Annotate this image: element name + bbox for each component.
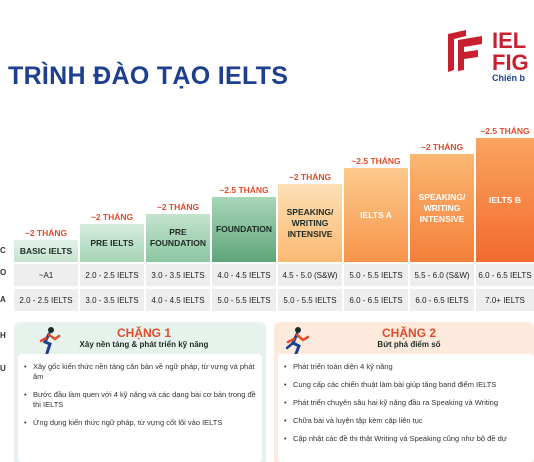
- row-label-input: O: [0, 268, 7, 277]
- stage-1-panel: CHẶNG 1 Xây nền tảng & phát triển kỹ năn…: [14, 322, 266, 462]
- level-pre-ielts: PRE IELTS: [80, 224, 144, 262]
- input-cell: 5.0 - 5.5 IELTS: [344, 264, 408, 286]
- page-title: TRÌNH ĐÀO TẠO IELTS: [8, 62, 289, 90]
- stage-2-bullet: Cập nhật các đề thi thật Writing và Spea…: [284, 434, 534, 444]
- level-duration: ~2 THÁNG: [90, 212, 134, 222]
- stage-1-title: CHẶNG 1: [116, 326, 171, 340]
- level-ielts-a: IELTS A: [344, 168, 408, 262]
- output-cell: 3.0 - 3.5 IELTS: [80, 289, 144, 311]
- level-duration: ~2 THÁNG: [156, 202, 200, 212]
- output-cell: 6.0 - 6.5 IELTS: [410, 289, 474, 311]
- brand-logo: IEL FIG Chiến b: [446, 26, 534, 92]
- input-cell: 3.0 - 3.5 IELTS: [146, 264, 210, 286]
- stage-1-bullet-box: Xây gốc kiến thức nền tảng căn bản về ng…: [18, 354, 262, 462]
- output-cell: 4.0 - 4.5 IELTS: [146, 289, 210, 311]
- row-label-output: A: [0, 295, 6, 304]
- level-basic-ielts: BASIC IELTS: [14, 240, 78, 262]
- stage-1-bullet: Bước đầu làm quen với 4 kỹ năng và các d…: [24, 390, 256, 410]
- input-cell: 4.0 - 4.5 IELTS: [212, 264, 276, 286]
- stage-2-bullet: Phát triển toàn diện 4 kỹ năng: [284, 362, 530, 372]
- ielts-fighter-logo-icon: [448, 30, 482, 72]
- runner-flag-icon: [39, 327, 61, 355]
- output-cell: 7.0+ IELTS: [476, 289, 534, 311]
- input-cell: 6.0 - 6.5 IELTS: [476, 264, 534, 286]
- output-cell: 5.0 - 5.5 IELTS: [212, 289, 276, 311]
- output-cell: 5.0 - 5.5 IELTS: [278, 289, 342, 311]
- level-speaking-writing-intensive-2: SPEAKING/ WRITING INTENSIVE: [410, 154, 474, 262]
- stage-2-bullet-box: Phát triển toàn diện 4 kỹ năng Cung cấp …: [278, 354, 534, 462]
- logo-tagline: Chiến b: [492, 73, 525, 83]
- stage-2-bullet: Chữa bài và luyện tập kèm cặp liên tục: [284, 416, 530, 426]
- level-duration: ~2 THÁNG: [288, 172, 332, 182]
- level-pre-foundation: PRE FOUNDATION: [146, 214, 210, 262]
- row-label-stage-1: H: [0, 331, 6, 340]
- stage-2-subtitle: Bứt phá điểm số: [377, 340, 441, 349]
- stage-1-bullet: Ứng dụng kiến thức ngữ pháp, từ vựng cốt…: [24, 418, 256, 428]
- running-person-icon: [285, 327, 310, 358]
- stage-2-panel: CHẶNG 2 Bứt phá điểm số Phát triển toàn …: [274, 322, 534, 462]
- stage-2-bullet: Phát triển chuyên sâu hai kỹ năng đầu ra…: [284, 398, 530, 408]
- input-cell: ~A1: [14, 264, 78, 286]
- input-cell: 4.5 - 5.0 (S&W): [278, 264, 342, 286]
- level-duration: ~2 THÁNG: [420, 142, 464, 152]
- input-cell: 2.0 - 2.5 IELTS: [80, 264, 144, 286]
- level-speaking-writing-intensive-1: SPEAKING/ WRITING INTENSIVE: [278, 184, 342, 262]
- level-duration: ~2.5 THÁNG: [351, 156, 401, 166]
- level-ielts-b: IELTS B: [476, 138, 534, 262]
- level-duration: ~2.5 THÁNG: [480, 126, 530, 136]
- stage-2-bullet: Cung cấp các chiến thuật làm bài giúp tă…: [284, 380, 530, 390]
- logo-text-line1: IEL: [492, 28, 527, 53]
- stage-1-subtitle: Xây nền tảng & phát triển kỹ năng: [79, 340, 209, 349]
- level-foundation: FOUNDATION: [212, 197, 276, 262]
- output-cell: 6.0 - 6.5 IELTS: [344, 289, 408, 311]
- logo-text-line2: FIG: [492, 50, 529, 75]
- level-duration: ~2 THÁNG: [24, 228, 68, 238]
- stage-2-title: CHẶNG 2: [381, 326, 436, 340]
- row-label-stage-2: U: [0, 364, 6, 373]
- output-cell: 2.0 - 2.5 IELTS: [14, 289, 78, 311]
- stage-1-bullet: Xây gốc kiến thức nền tảng căn bản về ng…: [24, 362, 256, 382]
- row-label-level: C: [0, 246, 6, 255]
- level-duration: ~2.5 THÁNG: [219, 185, 269, 195]
- input-cell: 5.5 - 6.0 (S&W): [410, 264, 474, 286]
